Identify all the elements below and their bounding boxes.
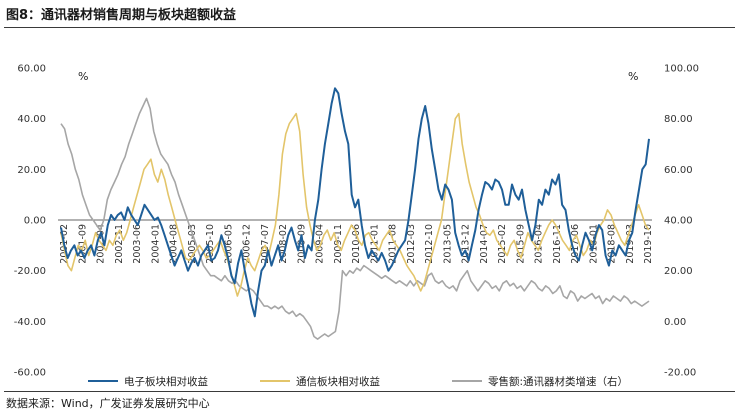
left-tick-label: -20.00	[14, 266, 46, 277]
x-tick-label: 2012-03	[406, 224, 417, 264]
x-tick-label: 2010-06	[351, 224, 362, 264]
right-tick-label: 60.00	[664, 165, 693, 176]
left-tick-label: 20.00	[17, 165, 46, 176]
x-tick-label: 2005-03	[187, 224, 198, 264]
title-divider	[4, 27, 735, 28]
right-tick-label: 100.00	[664, 64, 699, 75]
left-tick-label: -40.00	[14, 317, 46, 328]
x-tick-label: 2003-06	[132, 224, 143, 264]
series-lines	[60, 87, 650, 340]
x-tick-label: 2011-08	[388, 224, 399, 264]
series-line-3	[60, 97, 650, 340]
x-tick-label: 2004-01	[150, 224, 161, 264]
x-tick-label: 2006-05	[223, 224, 234, 264]
left-tick-label: -60.00	[14, 368, 46, 379]
right-tick-label: -20.00	[664, 368, 696, 379]
x-tick-label: 2008-09	[296, 224, 307, 264]
x-tick-label: 2006-12	[242, 224, 253, 264]
x-tick-label: 2005-10	[205, 224, 216, 264]
right-axis: 100.00 80.00 60.00 40.00 20.00 0.00 -20.00	[664, 64, 699, 379]
left-tick-label: 0.00	[24, 216, 46, 227]
x-tick-label: 2015-09	[515, 224, 526, 264]
x-tick-label: 2016-11	[552, 224, 563, 264]
x-tick-label: 2001-09	[77, 224, 88, 264]
x-tick-label: 2007-07	[260, 224, 271, 264]
x-tick-label: 2019-03	[625, 224, 636, 264]
x-tick-label: 2012-10	[424, 224, 435, 264]
x-tick-label: 2008-02	[278, 224, 289, 264]
x-tick-label: 2004-08	[169, 224, 180, 264]
left-unit-label: %	[78, 70, 88, 83]
source-note: 数据来源：Wind，广发证券发展研究中心	[6, 397, 210, 410]
legend-label: 零售额:通讯器材类增速（右）	[488, 375, 628, 388]
x-tick-label: 2015-02	[497, 224, 508, 264]
right-tick-label: 0.00	[664, 317, 686, 328]
right-unit-label: %	[628, 70, 638, 83]
x-tick-label: 2016-04	[534, 224, 545, 264]
x-tick-label: 2013-12	[461, 224, 472, 264]
left-tick-label: 40.00	[17, 114, 46, 125]
right-tick-label: 80.00	[664, 114, 693, 125]
series-line-1	[60, 87, 650, 318]
right-tick-label: 40.00	[664, 216, 693, 227]
left-axis: 60.00 40.00 20.00 0.00 -20.00 -40.00 -60.00	[14, 64, 46, 379]
chart-title: 图8：通讯器材销售周期与板块超额收益	[6, 8, 237, 23]
right-tick-label: 20.00	[664, 266, 693, 277]
series-line-2	[60, 112, 650, 297]
x-tick-label: 2009-04	[315, 224, 326, 264]
left-tick-label: 60.00	[17, 64, 46, 75]
legend: 电子板块相对收益 通信板块相对收益 零售额:通讯器材类增速（右）	[88, 375, 628, 388]
x-tick-label: 2018-08	[607, 224, 618, 264]
x-tick-label: 2009-11	[333, 224, 344, 264]
x-tick-label: 2017-06	[570, 224, 581, 264]
source-divider	[4, 391, 735, 392]
x-tick-label: 2013-05	[442, 224, 453, 264]
x-tick-label: 2014-07	[479, 224, 490, 264]
legend-label: 通信板块相对收益	[296, 375, 380, 388]
x-tick-label: 2019-10	[643, 224, 654, 264]
x-tick-label: 2002-11	[114, 224, 125, 264]
legend-label: 电子板块相对收益	[124, 375, 208, 388]
